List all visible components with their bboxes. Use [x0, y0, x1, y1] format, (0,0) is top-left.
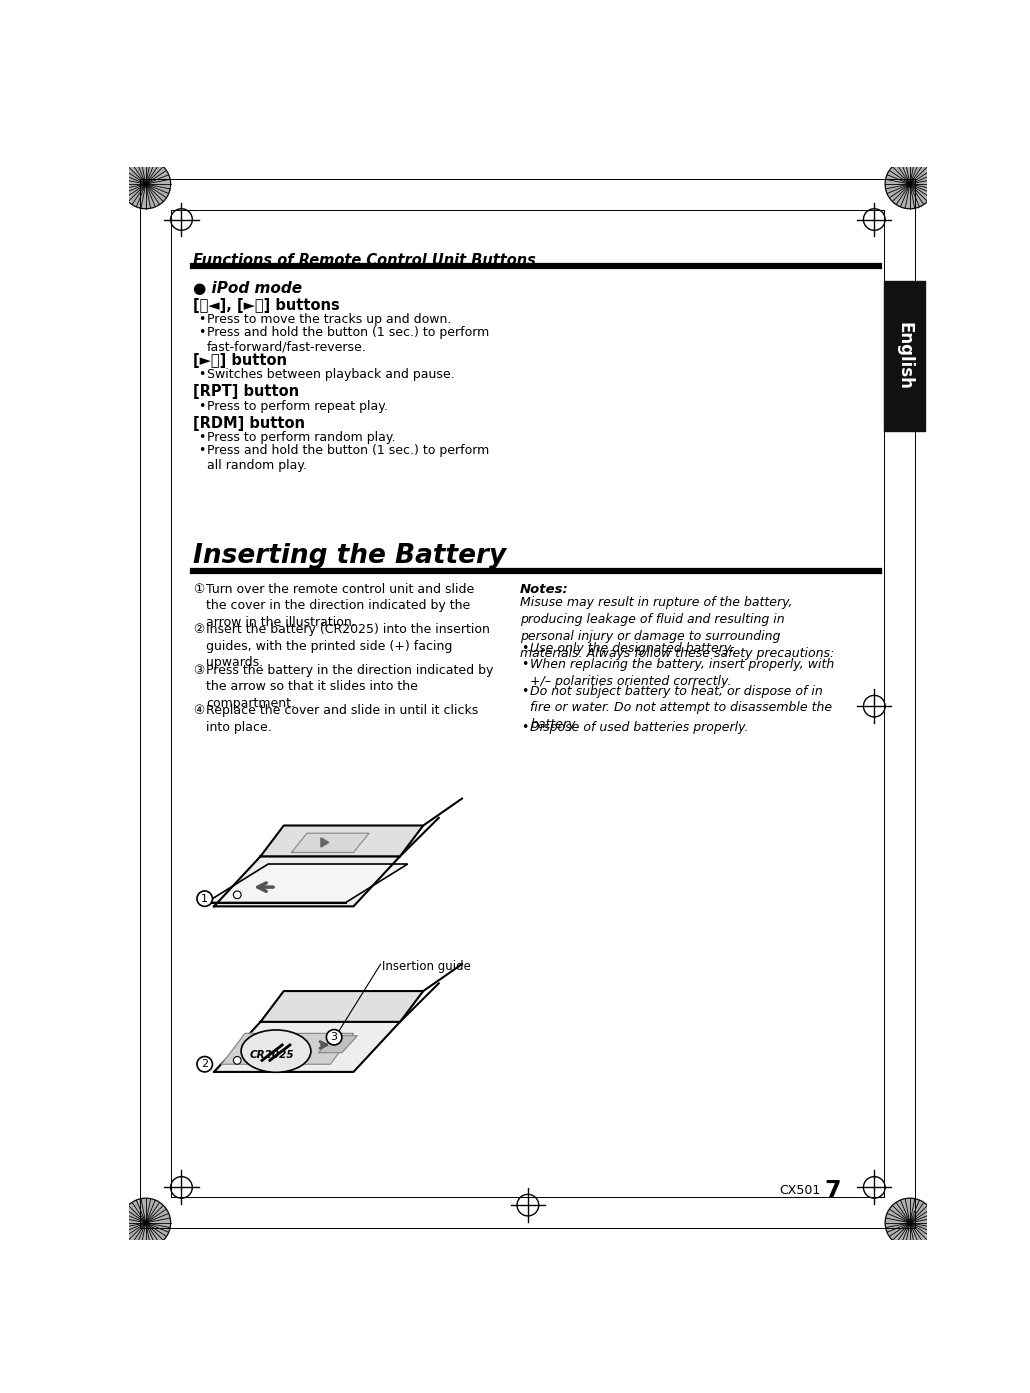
Text: ④: ④	[193, 705, 204, 717]
Text: CR2025: CR2025	[250, 1050, 295, 1060]
Text: [►⏸] button: [►⏸] button	[193, 352, 287, 368]
Text: 1: 1	[201, 894, 208, 904]
Text: Inserting the Battery: Inserting the Battery	[193, 543, 507, 568]
Text: Insertion guide: Insertion guide	[382, 960, 471, 972]
Polygon shape	[885, 159, 935, 209]
Polygon shape	[221, 1034, 353, 1064]
Text: •: •	[521, 684, 528, 698]
Text: ①: ①	[193, 582, 204, 596]
Text: English: English	[895, 322, 914, 390]
Text: Press to perform repeat play.: Press to perform repeat play.	[207, 400, 388, 412]
Text: [⏮◄], [►⏭] buttons: [⏮◄], [►⏭] buttons	[193, 298, 340, 313]
Text: Press to move the tracks up and down.: Press to move the tracks up and down.	[207, 313, 451, 326]
Circle shape	[327, 1029, 342, 1045]
Polygon shape	[291, 833, 369, 853]
Polygon shape	[214, 1022, 400, 1071]
Text: 7: 7	[825, 1178, 842, 1204]
Text: 3: 3	[331, 1032, 338, 1042]
Text: Dispose of used batteries properly.: Dispose of used batteries properly.	[530, 720, 749, 734]
Text: •: •	[521, 642, 528, 655]
Text: ②: ②	[193, 624, 204, 637]
Ellipse shape	[241, 1029, 311, 1073]
Text: CX501: CX501	[780, 1184, 821, 1197]
Text: •: •	[199, 326, 206, 338]
Text: Switches between playback and pause.: Switches between playback and pause.	[207, 368, 454, 382]
Circle shape	[197, 1056, 212, 1071]
Bar	[885, 281, 925, 432]
Text: [RDM] button: [RDM] button	[193, 417, 305, 430]
Text: •: •	[199, 432, 206, 444]
Text: •: •	[199, 443, 206, 457]
Polygon shape	[885, 1198, 935, 1248]
Text: ● iPod mode: ● iPod mode	[193, 281, 302, 297]
Text: When replacing the battery, insert properly, with
+/– polarities oriented correc: When replacing the battery, insert prope…	[530, 659, 834, 688]
Text: •: •	[521, 720, 528, 734]
Text: Misuse may result in rupture of the battery,
producing leakage of fluid and resu: Misuse may result in rupture of the batt…	[520, 596, 834, 660]
Text: •: •	[199, 400, 206, 412]
Polygon shape	[206, 864, 408, 903]
Text: Insert the battery (CR2025) into the insertion
guides, with the printed side (+): Insert the battery (CR2025) into the ins…	[206, 624, 490, 670]
Circle shape	[234, 892, 241, 898]
Polygon shape	[261, 990, 423, 1022]
Text: [RPT] button: [RPT] button	[193, 384, 299, 400]
Circle shape	[197, 892, 212, 907]
Text: Functions of Remote Control Unit Buttons: Functions of Remote Control Unit Buttons	[193, 254, 536, 269]
Text: Press the battery in the direction indicated by
the arrow so that it slides into: Press the battery in the direction indic…	[206, 664, 493, 710]
Text: Turn over the remote control unit and slide
the cover in the direction indicated: Turn over the remote control unit and sl…	[206, 582, 475, 630]
Text: ③: ③	[193, 664, 204, 677]
Text: Replace the cover and slide in until it clicks
into place.: Replace the cover and slide in until it …	[206, 705, 479, 734]
Text: Notes:: Notes:	[520, 582, 569, 596]
Text: Press to perform random play.: Press to perform random play.	[207, 432, 396, 444]
Polygon shape	[318, 1036, 357, 1053]
Polygon shape	[261, 826, 423, 857]
Polygon shape	[121, 1198, 171, 1248]
Text: Press and hold the button (1 sec.) to perform
all random play.: Press and hold the button (1 sec.) to pe…	[207, 443, 489, 472]
Text: 2: 2	[201, 1059, 208, 1070]
Text: •: •	[199, 368, 206, 382]
Polygon shape	[214, 857, 400, 907]
Circle shape	[234, 1056, 241, 1064]
Text: Use only the designated battery.: Use only the designated battery.	[530, 642, 734, 655]
Polygon shape	[121, 159, 171, 209]
Text: •: •	[199, 313, 206, 326]
Polygon shape	[321, 837, 329, 847]
Text: Do not subject battery to heat, or dispose of in
fire or water. Do not attempt t: Do not subject battery to heat, or dispo…	[530, 684, 832, 730]
Text: •: •	[521, 659, 528, 671]
Text: Press and hold the button (1 sec.) to perform
fast-forward/fast-reverse.: Press and hold the button (1 sec.) to pe…	[207, 326, 489, 354]
